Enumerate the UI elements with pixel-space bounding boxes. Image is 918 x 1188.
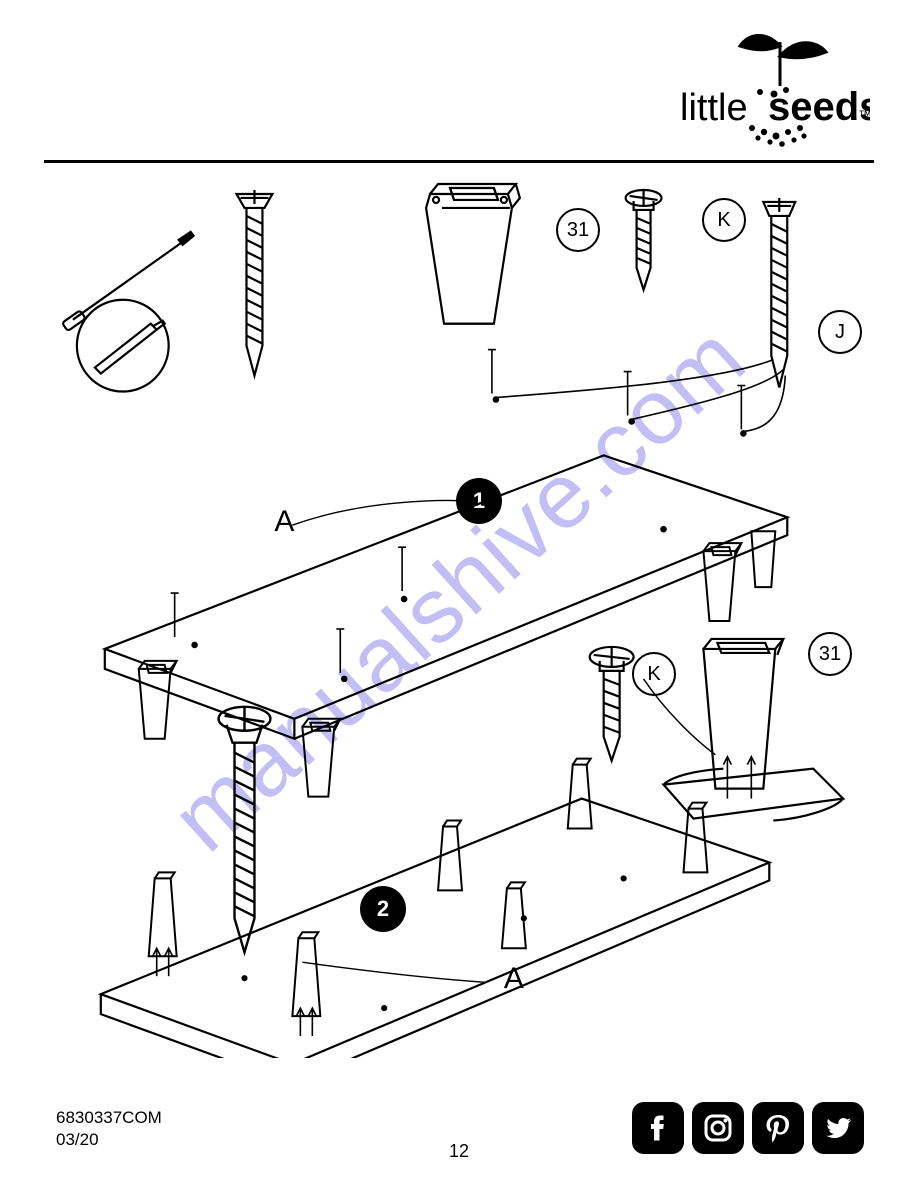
brand-word1: little [680,87,748,129]
svg-text:™: ™ [858,107,870,123]
leg-icon [426,184,520,324]
brand-logo: little seeds ™ [640,28,870,148]
wood-screw-right-icon [763,198,795,388]
leg-detail-icon [664,639,844,821]
panel-assembly-2: A [101,759,769,1058]
social-icons [632,1102,864,1154]
wood-screw-large-icon [237,190,273,376]
product-code: 6830337COM [56,1108,162,1128]
pinterest-icon [752,1102,804,1154]
screwdriver-icon [62,232,194,392]
facebook-icon [632,1102,684,1154]
brand-word2: seeds [768,85,870,129]
page: manualshive.com little seeds ™ 31 K [0,0,918,1188]
pan-screw-icon [626,190,662,290]
panel-assembly-1: A [105,350,787,797]
twitter-icon [812,1102,864,1154]
pan-screw-detail-icon [590,647,634,761]
assembly-diagram: A [44,180,874,1058]
wood-screw-iso-icon [219,707,271,952]
svg-text:A: A [274,505,294,538]
svg-text:A: A [504,962,524,995]
divider-rule [44,160,874,163]
instagram-icon [692,1102,744,1154]
